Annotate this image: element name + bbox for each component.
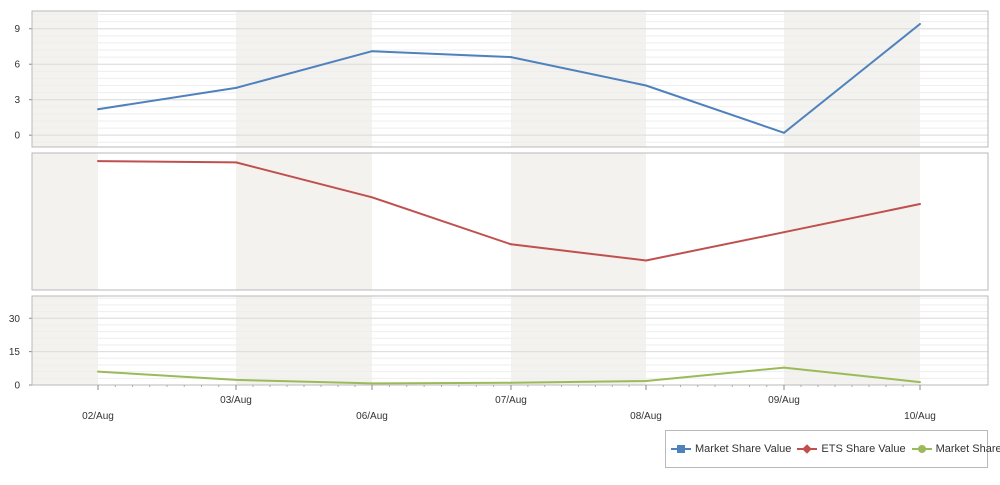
pane-frame bbox=[31, 295, 989, 386]
x-tick-label: 06/Aug bbox=[356, 411, 388, 422]
background-band bbox=[511, 153, 646, 290]
x-tick-label: 02/Aug bbox=[82, 411, 114, 422]
data-point bbox=[783, 131, 785, 134]
data-point bbox=[645, 259, 647, 262]
data-point bbox=[235, 378, 237, 381]
data-point bbox=[371, 50, 373, 53]
legend-circle-icon bbox=[911, 443, 932, 455]
data-point bbox=[97, 370, 99, 373]
y-tick-label: 6 bbox=[14, 60, 20, 71]
background-band bbox=[511, 11, 646, 147]
data-point bbox=[97, 108, 99, 111]
legend-square-icon bbox=[671, 443, 691, 455]
data-point bbox=[97, 160, 99, 163]
legend-label: Market Share bbox=[935, 443, 1000, 455]
data-point bbox=[510, 56, 512, 59]
x-tick-label: 03/Aug bbox=[220, 395, 252, 406]
background-band bbox=[32, 153, 98, 290]
x-tick-label: 10/Aug bbox=[904, 411, 936, 422]
y-tick-label: 0 bbox=[14, 131, 20, 142]
data-point bbox=[371, 382, 373, 385]
data-point bbox=[783, 231, 785, 234]
data-point bbox=[510, 381, 512, 384]
data-point bbox=[919, 23, 921, 25]
data-point bbox=[919, 203, 921, 205]
background-band bbox=[784, 153, 920, 290]
x-tick-label: 07/Aug bbox=[495, 395, 527, 406]
background-band bbox=[32, 296, 98, 385]
legend-label: ETS Share Value bbox=[821, 443, 906, 455]
pane-frame bbox=[31, 152, 989, 291]
data-point bbox=[645, 84, 647, 87]
data-point bbox=[919, 381, 921, 384]
data-point bbox=[510, 243, 512, 246]
y-tick-label: 9 bbox=[14, 24, 20, 35]
data-point bbox=[235, 161, 237, 164]
background-band bbox=[236, 296, 372, 385]
pane-frame bbox=[31, 10, 989, 148]
background-band bbox=[511, 296, 646, 385]
data-point bbox=[783, 366, 785, 369]
x-tick-label: 09/Aug bbox=[768, 395, 800, 406]
x-tick-label: 08/Aug bbox=[630, 411, 662, 422]
background-band bbox=[236, 153, 372, 290]
data-point bbox=[645, 380, 647, 382]
y-tick-label: 15 bbox=[9, 347, 21, 358]
legend-label: Market Share Value bbox=[695, 443, 792, 455]
background-band bbox=[236, 11, 372, 147]
background-band bbox=[32, 11, 98, 147]
legend-item: Market Share bbox=[911, 443, 1000, 455]
data-point bbox=[235, 86, 237, 89]
y-tick-label: 30 bbox=[9, 314, 21, 325]
legend: Market Share Value ETS Share Value Market … bbox=[665, 430, 1000, 468]
y-tick-label: 3 bbox=[14, 95, 20, 106]
y-tick-label: 0 bbox=[14, 381, 20, 392]
legend-item: Market Share Value bbox=[671, 443, 791, 455]
data-point bbox=[371, 196, 373, 199]
legend-diamond-icon bbox=[797, 443, 818, 455]
legend-item: ETS Share Value bbox=[797, 443, 906, 455]
